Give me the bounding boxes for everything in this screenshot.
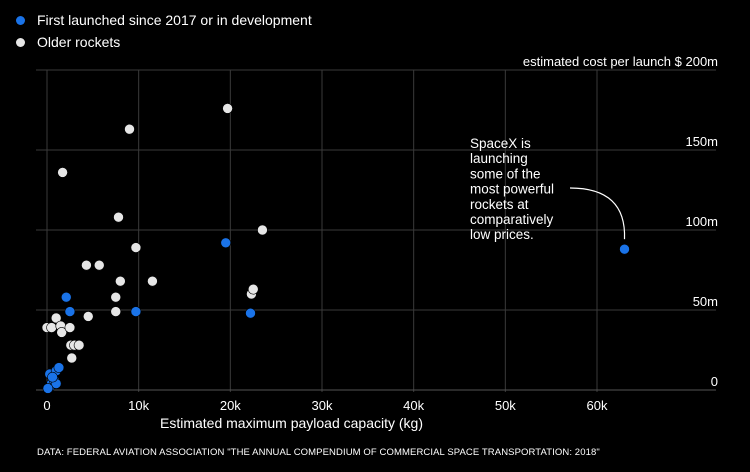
annotation-line-2: some of the xyxy=(470,166,541,181)
point-older-23 xyxy=(247,283,259,295)
point-layer xyxy=(41,103,630,394)
point-older-14 xyxy=(110,291,122,303)
chart-legend: First launched since 2017 or in developm… xyxy=(16,10,312,54)
legend-swatch-new xyxy=(16,15,25,25)
x-axis-title: Estimated maximum payload capacity (kg) xyxy=(160,415,423,431)
annotation-line-6: low prices. xyxy=(470,227,534,242)
y-tick-label-1: 50m xyxy=(693,294,718,309)
legend-label-older: Older rockets xyxy=(37,34,121,50)
x-tick-label-2: 20k xyxy=(220,398,241,413)
y-top-label: estimated cost per launch $ 200m xyxy=(523,54,718,69)
point-older-20 xyxy=(147,275,158,287)
x-tick-label-5: 50k xyxy=(495,398,516,413)
point-older-21 xyxy=(222,103,233,114)
point-new-8 xyxy=(64,306,76,317)
x-tick-label-1: 10k xyxy=(128,398,149,413)
y-tick-label-3: 150m xyxy=(685,134,718,149)
annotation-line-4: rockets at xyxy=(470,197,529,212)
point-older-17 xyxy=(115,275,126,287)
point-new-9 xyxy=(130,306,142,317)
point-new-11 xyxy=(245,307,256,319)
point-older-19 xyxy=(130,242,142,253)
grid-layer xyxy=(36,69,716,392)
point-older-15 xyxy=(110,306,122,317)
legend-label-new: First launched since 2017 or in developm… xyxy=(37,12,312,28)
point-older-18 xyxy=(124,123,135,135)
y-tick-label-0: 0 xyxy=(711,374,718,389)
point-older-5 xyxy=(57,167,68,178)
point-older-8 xyxy=(66,352,78,364)
point-new-14 xyxy=(47,371,58,383)
legend-item-new: First launched since 2017 or in developm… xyxy=(16,10,312,30)
point-new-7 xyxy=(60,291,72,303)
point-older-2 xyxy=(50,312,62,324)
x-tick-label-4: 40k xyxy=(403,398,424,413)
point-older-4 xyxy=(56,327,67,338)
legend-item-older: Older rockets xyxy=(16,32,312,52)
y-tick-label-2: 100m xyxy=(685,214,718,229)
point-older-1 xyxy=(46,322,57,333)
point-new-5 xyxy=(53,362,65,373)
point-older-12 xyxy=(81,259,92,271)
point-older-24 xyxy=(257,224,268,236)
x-tick-label-6: 60k xyxy=(587,398,608,413)
annotation-connector xyxy=(569,187,626,240)
point-older-16 xyxy=(113,211,124,223)
point-new-12 xyxy=(619,243,630,255)
source-note: DATA: FEDERAL AVIATION ASSOCIATION "THE … xyxy=(37,447,600,458)
legend-swatch-older xyxy=(16,37,25,47)
point-new-13 xyxy=(42,383,54,394)
point-older-11 xyxy=(82,311,94,322)
point-older-13 xyxy=(93,259,105,271)
point-older-10 xyxy=(73,339,85,351)
annotation-line-5: comparatively xyxy=(470,212,554,227)
x-tick-label-0: 0 xyxy=(43,398,50,413)
annotation-line-3: most powerful xyxy=(470,182,554,197)
annotation-line-1: launching xyxy=(470,151,528,166)
point-older-6 xyxy=(64,322,76,333)
point-new-10 xyxy=(220,237,232,249)
axis-layer: 0 10k 20k 30k 40k 50k 60k 0 50m 100m 150m estimated… xyxy=(43,54,718,431)
x-tick-label-3: 30k xyxy=(312,398,333,413)
annotation-line-0: SpaceX is xyxy=(470,136,531,151)
